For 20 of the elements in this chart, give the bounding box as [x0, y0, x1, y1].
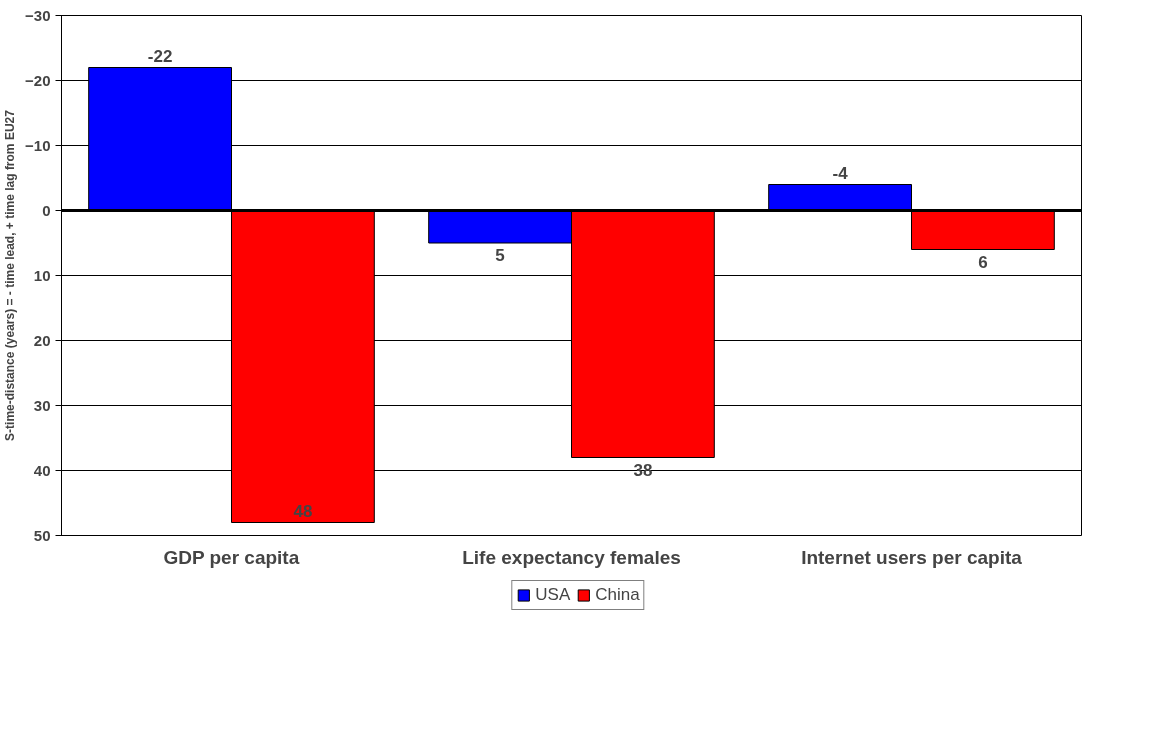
data-label: 6: [978, 252, 988, 272]
legend-label: USA: [535, 585, 571, 605]
y-tick-label: 10: [33, 266, 51, 284]
y-tick-label: 50: [33, 526, 51, 544]
y-tick-label: −10: [25, 136, 51, 154]
y-tick-label: 0: [42, 201, 51, 219]
data-label: -22: [147, 46, 173, 66]
legend-label: China: [595, 585, 640, 605]
data-label: -4: [832, 163, 849, 183]
y-tick-label: −30: [25, 6, 51, 24]
x-tick-label: GDP per capita: [163, 546, 300, 568]
y-tick-label: 20: [33, 331, 51, 349]
x-tick-label: Internet users per capita: [801, 546, 1023, 568]
x-tick-label: Life expectancy females: [462, 546, 681, 568]
y-tick-label: 40: [33, 461, 51, 479]
y-axis-title: S-time-distance (years) = - time lead, + time lag from EU27: [3, 109, 18, 441]
y-tick-label: −20: [25, 71, 51, 89]
data-label: 48: [293, 501, 313, 521]
y-tick-label: 30: [33, 396, 51, 414]
data-label: 5: [495, 246, 505, 265]
